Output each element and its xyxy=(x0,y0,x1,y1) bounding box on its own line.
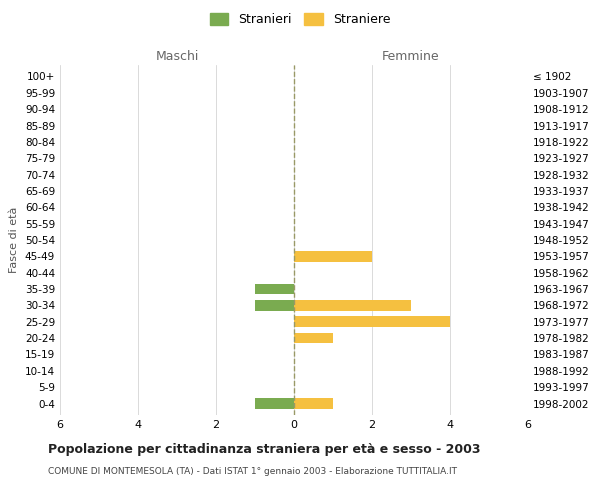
Y-axis label: Fasce di età: Fasce di età xyxy=(10,207,19,273)
Text: Maschi: Maschi xyxy=(155,50,199,62)
Text: COMUNE DI MONTEMESOLA (TA) - Dati ISTAT 1° gennaio 2003 - Elaborazione TUTTITALI: COMUNE DI MONTEMESOLA (TA) - Dati ISTAT … xyxy=(48,468,457,476)
Bar xyxy=(294,333,333,344)
Bar xyxy=(294,300,411,310)
Text: Popolazione per cittadinanza straniera per età e sesso - 2003: Popolazione per cittadinanza straniera p… xyxy=(48,442,481,456)
Bar xyxy=(255,398,294,409)
Bar xyxy=(255,300,294,310)
Bar xyxy=(294,398,333,409)
Bar xyxy=(255,284,294,294)
Y-axis label: Anni di nascita: Anni di nascita xyxy=(599,198,600,281)
Bar xyxy=(294,316,450,327)
Legend: Stranieri, Straniere: Stranieri, Straniere xyxy=(206,8,394,30)
Bar xyxy=(294,251,372,262)
Text: Femmine: Femmine xyxy=(382,50,440,62)
